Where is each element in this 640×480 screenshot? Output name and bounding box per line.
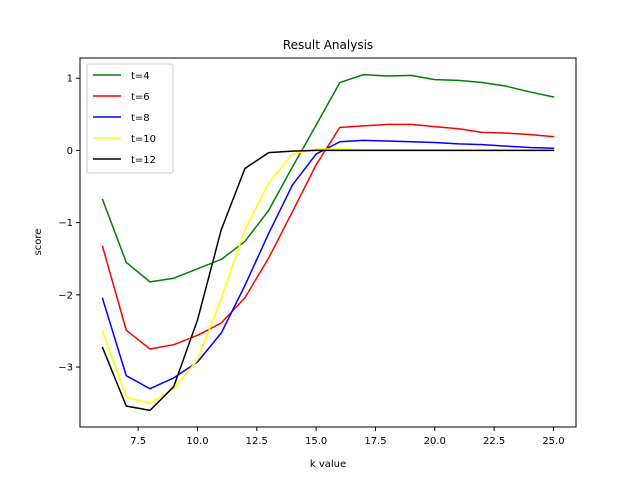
legend-label: t=6 bbox=[131, 92, 150, 103]
series-line-4 bbox=[101, 149, 555, 412]
plot-frame bbox=[79, 57, 577, 428]
x-axis-label: k value bbox=[310, 459, 346, 470]
series-line-1 bbox=[101, 123, 555, 350]
y-tick-label: 0 bbox=[67, 146, 73, 157]
x-tick-label: 7.5 bbox=[130, 436, 146, 447]
legend-label: t=10 bbox=[131, 134, 156, 145]
x-tick-label: 22.5 bbox=[483, 436, 505, 447]
y-axis: −3 −2 −1 0 1 bbox=[58, 74, 80, 374]
y-axis-label: score bbox=[33, 229, 44, 256]
series-line-0 bbox=[101, 73, 555, 283]
x-tick-label: 20.0 bbox=[424, 436, 446, 447]
x-tick-label: 10.0 bbox=[186, 436, 208, 447]
y-tick-label: 1 bbox=[67, 74, 73, 85]
x-tick-label: 17.5 bbox=[364, 436, 386, 447]
x-tick-label: 15.0 bbox=[305, 436, 327, 447]
y-tick-label: −3 bbox=[58, 363, 73, 374]
y-tick-label: −2 bbox=[58, 290, 73, 301]
legend-label: t=8 bbox=[131, 113, 150, 124]
x-axis: 7.5 10.0 12.5 15.0 17.5 20.0 22.5 25.0 bbox=[130, 427, 565, 447]
legend-label: t=4 bbox=[131, 71, 150, 82]
chart-title: Result Analysis bbox=[283, 38, 373, 52]
series-layer bbox=[101, 73, 555, 412]
legend-box bbox=[86, 63, 174, 174]
x-tick-label: 12.5 bbox=[246, 436, 268, 447]
y-tick-label: −1 bbox=[58, 218, 73, 229]
legend-label: t=12 bbox=[131, 155, 156, 166]
legend: t=4 t=6 t=8 t=10 t=12 bbox=[86, 63, 174, 174]
x-tick-label: 25.0 bbox=[542, 436, 564, 447]
